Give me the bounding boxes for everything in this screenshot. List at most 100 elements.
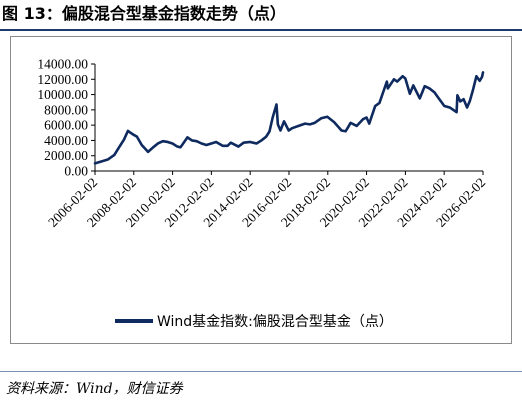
data-point (291, 127, 294, 130)
y-tick-label: 2000.00 (44, 148, 88, 163)
data-point (344, 130, 347, 133)
source-note: 资料来源：Wind，财信证券 (6, 381, 183, 397)
data-point (478, 79, 481, 82)
data-point (374, 105, 377, 107)
data-point (326, 115, 329, 118)
data-point (195, 140, 198, 143)
data-point (136, 135, 138, 138)
data-point (161, 140, 164, 143)
data-point (428, 87, 431, 90)
figure-title: 图 13：偏股混合型基金指数走势（点） (2, 4, 286, 23)
y-tick-label: 10000.00 (37, 87, 88, 102)
y-axis: 0.002000.004000.006000.008000.0010000.00… (37, 57, 96, 179)
data-point (237, 145, 240, 148)
data-point (459, 100, 462, 103)
data-point (191, 139, 193, 142)
y-tick-label: 4000.00 (44, 133, 88, 148)
y-tick-label: 0.00 (64, 164, 88, 179)
data-point (171, 142, 174, 145)
data-point (333, 121, 336, 123)
data-point (304, 122, 306, 125)
data-point (378, 102, 381, 104)
data-point (423, 85, 426, 88)
data-point (276, 123, 279, 126)
data-point (385, 80, 388, 83)
data-point (131, 133, 134, 136)
data-point (275, 103, 278, 106)
data-point (279, 129, 282, 132)
data-point (271, 116, 274, 119)
data-point (166, 141, 169, 143)
data-point (118, 146, 120, 149)
line-chart: 0.002000.004000.006000.008000.0010000.00… (37, 57, 488, 230)
data-point (260, 139, 263, 142)
data-point (340, 129, 343, 132)
data-point (355, 125, 358, 127)
data-point (94, 162, 96, 165)
source-divider (0, 371, 522, 372)
data-point (308, 123, 311, 126)
data-point (140, 144, 143, 146)
data-point (449, 106, 451, 109)
data-point (466, 106, 468, 109)
data-point (482, 71, 484, 74)
data-point (433, 91, 436, 94)
data-point (127, 129, 129, 132)
y-tick-label: 14000.00 (37, 57, 88, 72)
data-point (401, 75, 404, 78)
data-point (229, 141, 232, 144)
data-point (287, 129, 290, 132)
data-point (408, 92, 411, 95)
data-point (297, 125, 300, 127)
data-point (226, 144, 229, 147)
data-point (147, 150, 149, 153)
data-point (404, 77, 407, 80)
data-point (386, 87, 389, 90)
y-tick-label: 12000.00 (37, 72, 88, 87)
data-point (200, 142, 203, 145)
data-point (443, 105, 446, 107)
data-point (462, 98, 465, 101)
data-point (396, 80, 399, 83)
data-point (221, 144, 224, 147)
data-point (393, 78, 395, 81)
data-point (265, 135, 268, 138)
data-point (215, 141, 218, 143)
legend-line-swatch (115, 319, 153, 323)
data-point (320, 117, 323, 120)
data-point (186, 136, 189, 139)
data-point (455, 111, 458, 114)
data-point (152, 146, 155, 149)
data-point (113, 154, 116, 156)
data-point (365, 116, 368, 119)
series-layer (93, 71, 485, 165)
data-point (205, 144, 208, 146)
data-point (481, 76, 483, 78)
chart-panel: 0.00 2000.00 4000.00 6000.00 8000.00 10000.00… (10, 36, 512, 344)
data-point (472, 88, 475, 91)
y-tick-label: 6000.00 (44, 118, 88, 133)
data-point (249, 141, 252, 143)
y-tick-label: 8000.00 (44, 102, 88, 117)
data-point (412, 84, 415, 87)
data-point (456, 94, 459, 97)
data-point (475, 75, 478, 78)
data-point (313, 121, 316, 124)
data-point (268, 130, 271, 133)
data-point (210, 142, 213, 145)
x-axis: 2006-02-022008-02-022010-02-022012-02-02… (45, 170, 488, 230)
data-point (100, 160, 103, 163)
chart-legend: Wind基金指数:偏股混合型基金（点） (115, 310, 393, 332)
data-point (437, 97, 440, 100)
data-point (283, 120, 285, 123)
data-point (368, 122, 371, 125)
data-point (418, 97, 421, 100)
data-point (255, 142, 258, 145)
legend-label: Wind基金指数:偏股混合型基金（点） (157, 314, 393, 330)
data-point (156, 142, 159, 145)
title-divider (0, 29, 522, 31)
data-point (179, 146, 182, 149)
data-point (242, 141, 245, 144)
data-point (176, 145, 179, 148)
data-point (349, 121, 352, 124)
